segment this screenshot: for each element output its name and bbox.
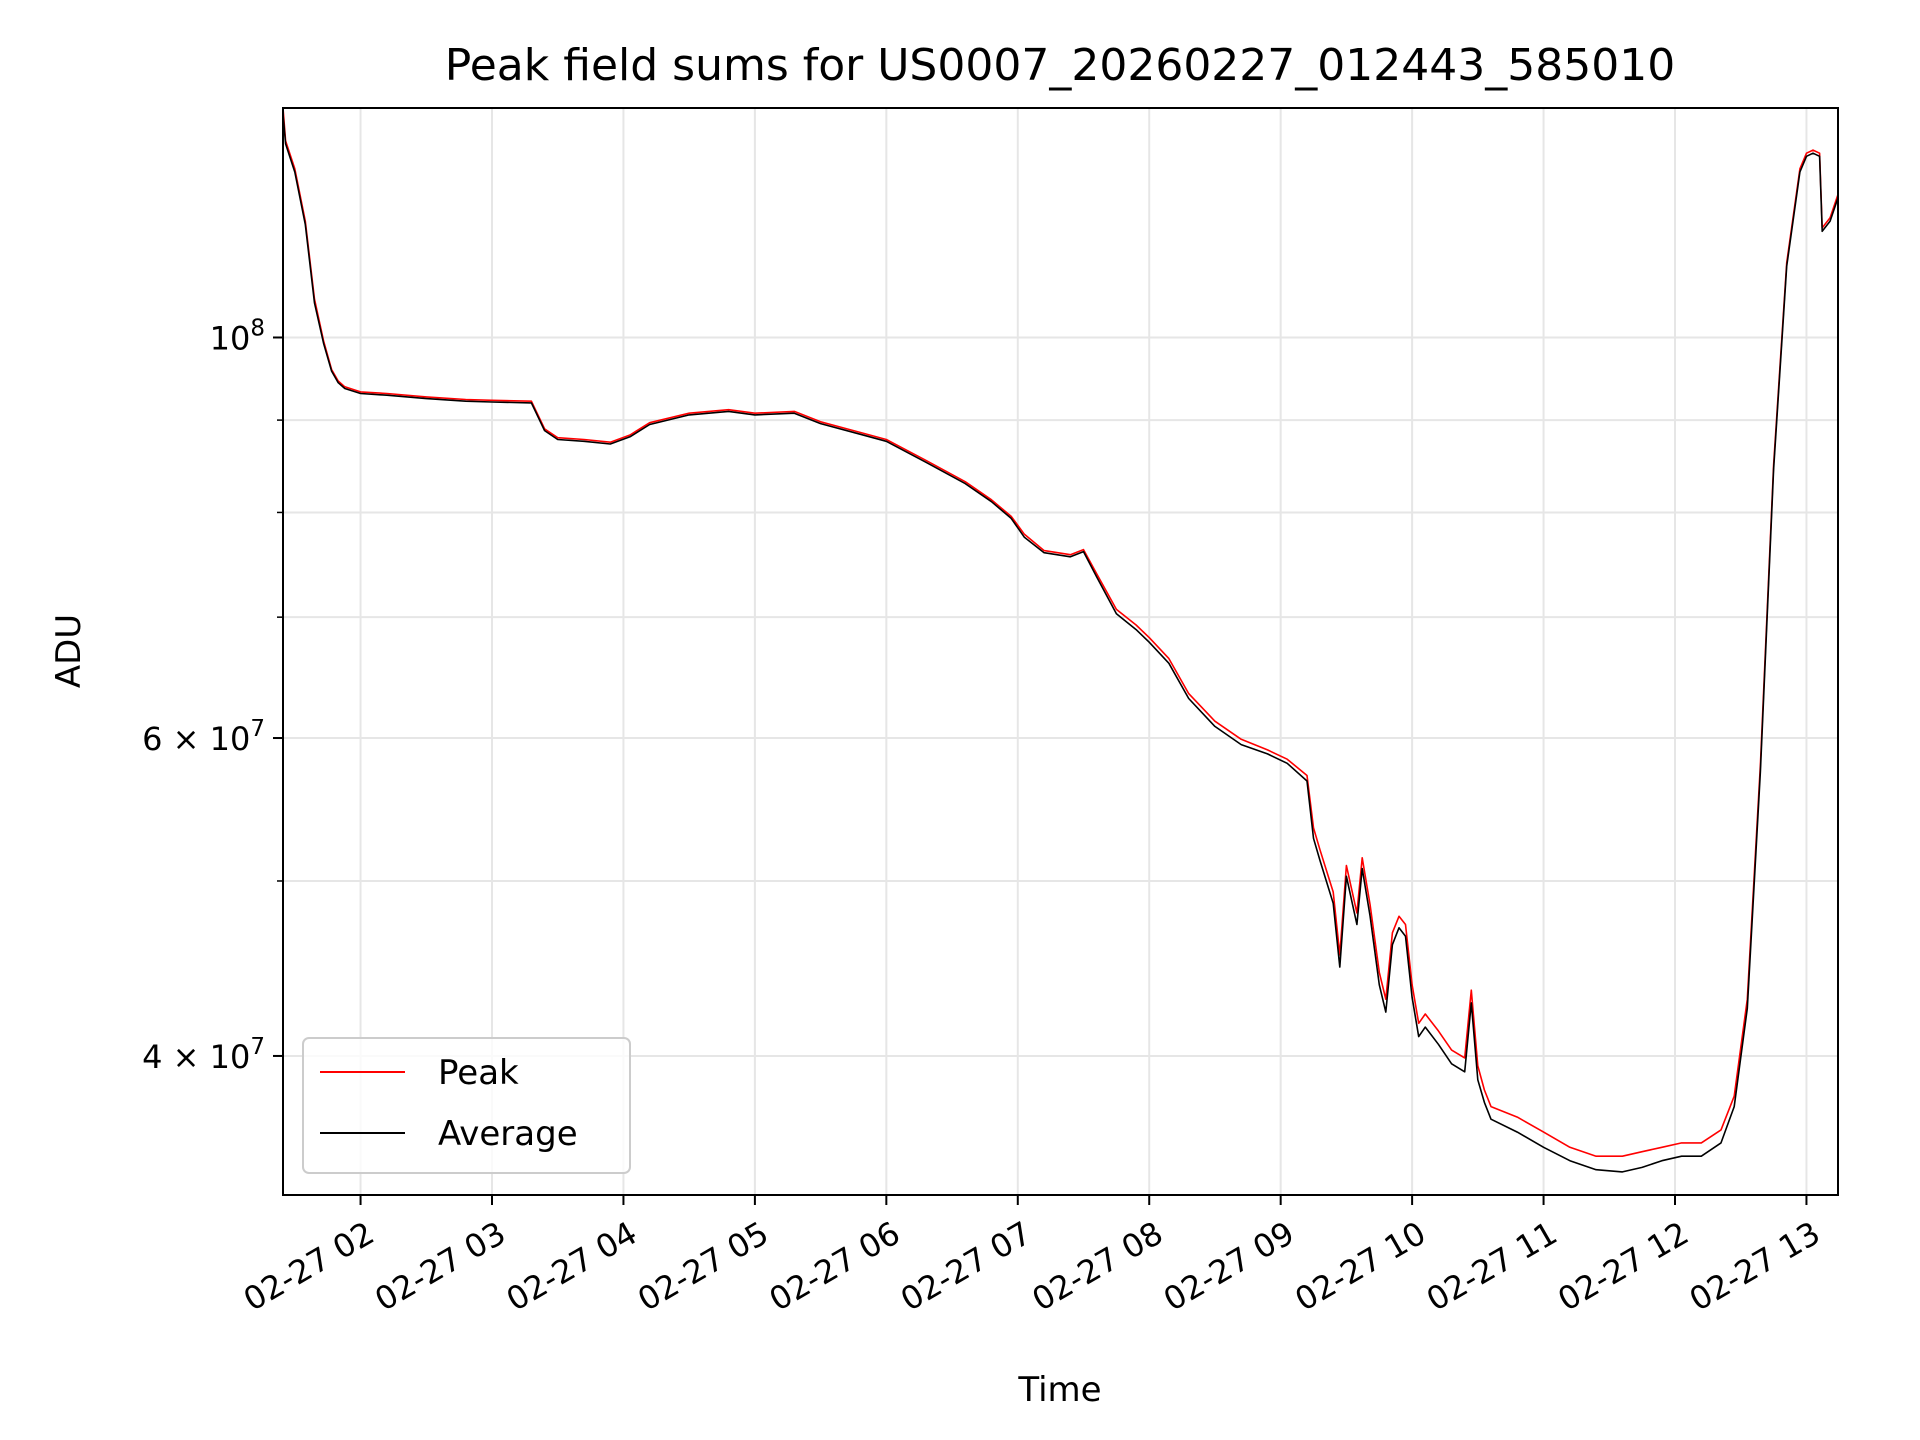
y-tick-label: 108 [210, 315, 265, 357]
series-line-peak [282, 107, 1839, 1157]
y-axis-ticks: 4 × 107 6 × 107 108 [142, 315, 283, 1076]
x-tick-label: 02-27 02 [237, 1214, 381, 1319]
x-tick-label: 02-27 13 [1683, 1214, 1827, 1319]
x-tick-label: 02-27 08 [1026, 1214, 1170, 1319]
x-tick-label: 02-27 04 [500, 1214, 644, 1319]
x-tick-label: 02-27 12 [1551, 1214, 1695, 1319]
y-tick-label: 6 × 107 [142, 716, 265, 758]
plot-frame [282, 107, 1839, 1196]
x-tick-label: 02-27 10 [1289, 1214, 1433, 1319]
series-layer [282, 107, 1839, 1173]
grid [283, 108, 1838, 1195]
y-tick-label: 4 × 107 [142, 1034, 265, 1076]
legend-label-average: Average [438, 1114, 578, 1154]
x-tick-label: 02-27 11 [1420, 1214, 1564, 1319]
legend: Peak Average [302, 1037, 631, 1174]
y-tick-mantissa: 6 [142, 720, 162, 758]
x-axis-label: Time [1017, 1370, 1101, 1410]
y-tick-exponent: 7 [250, 716, 265, 742]
x-tick-label: 02-27 05 [631, 1214, 775, 1319]
y-tick-exponent: 8 [250, 315, 265, 341]
x-tick-label: 02-27 06 [763, 1214, 907, 1319]
y-tick-exponent: 7 [250, 1034, 265, 1060]
legend-label-peak: Peak [438, 1053, 519, 1093]
y-axis-label: ADU [49, 614, 89, 688]
y-tick-mantissa: 4 [142, 1038, 162, 1076]
chart-title: Peak field sums for US0007_20260227_0124… [445, 40, 1675, 91]
series-line-average [282, 113, 1839, 1173]
x-tick-label: 02-27 09 [1157, 1214, 1301, 1319]
x-tick-label: 02-27 07 [894, 1214, 1038, 1319]
x-tick-label: 02-27 03 [368, 1214, 512, 1319]
